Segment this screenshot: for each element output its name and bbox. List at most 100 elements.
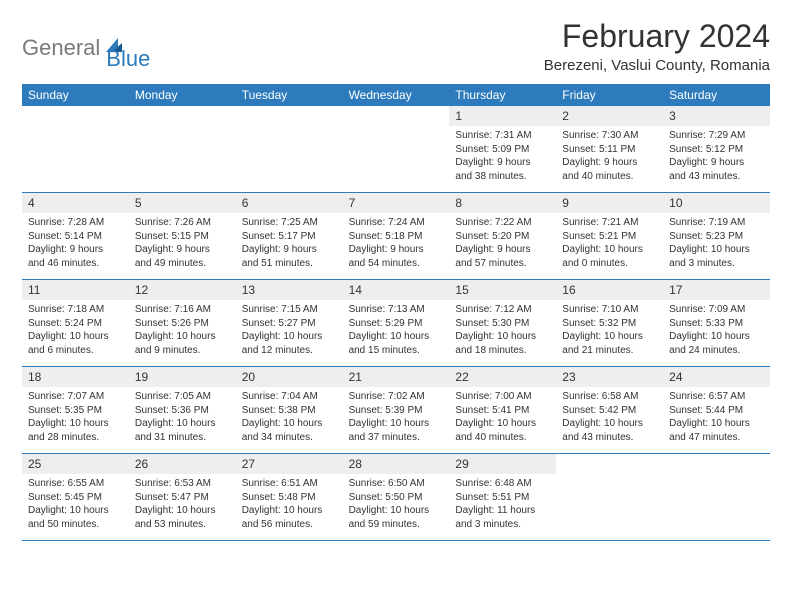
day-cell: 16Sunrise: 7:10 AMSunset: 5:32 PMDayligh… bbox=[556, 280, 663, 366]
day-number: 23 bbox=[556, 367, 663, 387]
day1-text: Daylight: 9 hours bbox=[562, 156, 657, 170]
day-cell: 22Sunrise: 7:00 AMSunset: 5:41 PMDayligh… bbox=[449, 367, 556, 453]
day2-text: and 6 minutes. bbox=[28, 344, 123, 358]
day-cell: 23Sunrise: 6:58 AMSunset: 5:42 PMDayligh… bbox=[556, 367, 663, 453]
empty-cell bbox=[129, 106, 236, 192]
day-number: 20 bbox=[236, 367, 343, 387]
sunset-text: Sunset: 5:38 PM bbox=[242, 404, 337, 418]
day2-text: and 21 minutes. bbox=[562, 344, 657, 358]
sunset-text: Sunset: 5:36 PM bbox=[135, 404, 230, 418]
weekday-saturday: Saturday bbox=[663, 84, 770, 106]
day2-text: and 43 minutes. bbox=[562, 431, 657, 445]
day-number: 26 bbox=[129, 454, 236, 474]
day1-text: Daylight: 10 hours bbox=[669, 243, 764, 257]
day-body: Sunrise: 7:02 AMSunset: 5:39 PMDaylight:… bbox=[343, 387, 450, 448]
sunrise-text: Sunrise: 6:58 AM bbox=[562, 390, 657, 404]
day-body: Sunrise: 6:50 AMSunset: 5:50 PMDaylight:… bbox=[343, 474, 450, 535]
day-cell: 3Sunrise: 7:29 AMSunset: 5:12 PMDaylight… bbox=[663, 106, 770, 192]
title-block: February 2024 Berezeni, Vaslui County, R… bbox=[544, 18, 770, 74]
sunrise-text: Sunrise: 7:12 AM bbox=[455, 303, 550, 317]
day1-text: Daylight: 10 hours bbox=[455, 417, 550, 431]
day-number: 1 bbox=[449, 106, 556, 126]
sunrise-text: Sunrise: 7:13 AM bbox=[349, 303, 444, 317]
day2-text: and 3 minutes. bbox=[455, 518, 550, 532]
day1-text: Daylight: 10 hours bbox=[455, 330, 550, 344]
day1-text: Daylight: 9 hours bbox=[135, 243, 230, 257]
sunset-text: Sunset: 5:45 PM bbox=[28, 491, 123, 505]
day-body: Sunrise: 6:57 AMSunset: 5:44 PMDaylight:… bbox=[663, 387, 770, 448]
sunset-text: Sunset: 5:29 PM bbox=[349, 317, 444, 331]
day2-text: and 34 minutes. bbox=[242, 431, 337, 445]
sunrise-text: Sunrise: 7:10 AM bbox=[562, 303, 657, 317]
sunrise-text: Sunrise: 6:53 AM bbox=[135, 477, 230, 491]
day-number: 21 bbox=[343, 367, 450, 387]
day-cell: 6Sunrise: 7:25 AMSunset: 5:17 PMDaylight… bbox=[236, 193, 343, 279]
day1-text: Daylight: 9 hours bbox=[349, 243, 444, 257]
day-body: Sunrise: 6:53 AMSunset: 5:47 PMDaylight:… bbox=[129, 474, 236, 535]
day2-text: and 9 minutes. bbox=[135, 344, 230, 358]
sunset-text: Sunset: 5:44 PM bbox=[669, 404, 764, 418]
sunset-text: Sunset: 5:17 PM bbox=[242, 230, 337, 244]
week-row: 25Sunrise: 6:55 AMSunset: 5:45 PMDayligh… bbox=[22, 454, 770, 541]
day-number: 10 bbox=[663, 193, 770, 213]
week-row: 4Sunrise: 7:28 AMSunset: 5:14 PMDaylight… bbox=[22, 193, 770, 280]
sunrise-text: Sunrise: 7:21 AM bbox=[562, 216, 657, 230]
sunrise-text: Sunrise: 7:26 AM bbox=[135, 216, 230, 230]
day-number: 29 bbox=[449, 454, 556, 474]
day-body: Sunrise: 7:12 AMSunset: 5:30 PMDaylight:… bbox=[449, 300, 556, 361]
day1-text: Daylight: 10 hours bbox=[242, 417, 337, 431]
day1-text: Daylight: 10 hours bbox=[562, 243, 657, 257]
day-body: Sunrise: 7:15 AMSunset: 5:27 PMDaylight:… bbox=[236, 300, 343, 361]
weeks-container: 1Sunrise: 7:31 AMSunset: 5:09 PMDaylight… bbox=[22, 106, 770, 541]
sunset-text: Sunset: 5:21 PM bbox=[562, 230, 657, 244]
day1-text: Daylight: 9 hours bbox=[28, 243, 123, 257]
sunrise-text: Sunrise: 7:05 AM bbox=[135, 390, 230, 404]
day2-text: and 57 minutes. bbox=[455, 257, 550, 271]
logo-text-general: General bbox=[22, 35, 100, 61]
weekday-wednesday: Wednesday bbox=[343, 84, 450, 106]
day2-text: and 46 minutes. bbox=[28, 257, 123, 271]
sunrise-text: Sunrise: 7:09 AM bbox=[669, 303, 764, 317]
day-number: 28 bbox=[343, 454, 450, 474]
sunrise-text: Sunrise: 6:55 AM bbox=[28, 477, 123, 491]
weekday-tuesday: Tuesday bbox=[236, 84, 343, 106]
day-number: 19 bbox=[129, 367, 236, 387]
day-cell: 8Sunrise: 7:22 AMSunset: 5:20 PMDaylight… bbox=[449, 193, 556, 279]
sunset-text: Sunset: 5:48 PM bbox=[242, 491, 337, 505]
day-cell: 14Sunrise: 7:13 AMSunset: 5:29 PMDayligh… bbox=[343, 280, 450, 366]
sunset-text: Sunset: 5:18 PM bbox=[349, 230, 444, 244]
day1-text: Daylight: 9 hours bbox=[669, 156, 764, 170]
day-cell: 17Sunrise: 7:09 AMSunset: 5:33 PMDayligh… bbox=[663, 280, 770, 366]
day-number: 14 bbox=[343, 280, 450, 300]
day1-text: Daylight: 10 hours bbox=[28, 330, 123, 344]
week-row: 1Sunrise: 7:31 AMSunset: 5:09 PMDaylight… bbox=[22, 106, 770, 193]
day-body: Sunrise: 7:09 AMSunset: 5:33 PMDaylight:… bbox=[663, 300, 770, 361]
day2-text: and 15 minutes. bbox=[349, 344, 444, 358]
day-body: Sunrise: 7:00 AMSunset: 5:41 PMDaylight:… bbox=[449, 387, 556, 448]
sunset-text: Sunset: 5:24 PM bbox=[28, 317, 123, 331]
day-cell: 13Sunrise: 7:15 AMSunset: 5:27 PMDayligh… bbox=[236, 280, 343, 366]
day-number: 11 bbox=[22, 280, 129, 300]
sunrise-text: Sunrise: 7:02 AM bbox=[349, 390, 444, 404]
day-body: Sunrise: 6:58 AMSunset: 5:42 PMDaylight:… bbox=[556, 387, 663, 448]
sunset-text: Sunset: 5:50 PM bbox=[349, 491, 444, 505]
sunrise-text: Sunrise: 7:29 AM bbox=[669, 129, 764, 143]
day2-text: and 43 minutes. bbox=[669, 170, 764, 184]
day-cell: 19Sunrise: 7:05 AMSunset: 5:36 PMDayligh… bbox=[129, 367, 236, 453]
day-cell: 29Sunrise: 6:48 AMSunset: 5:51 PMDayligh… bbox=[449, 454, 556, 540]
day2-text: and 3 minutes. bbox=[669, 257, 764, 271]
sunset-text: Sunset: 5:33 PM bbox=[669, 317, 764, 331]
day-cell: 15Sunrise: 7:12 AMSunset: 5:30 PMDayligh… bbox=[449, 280, 556, 366]
day2-text: and 59 minutes. bbox=[349, 518, 444, 532]
sunset-text: Sunset: 5:39 PM bbox=[349, 404, 444, 418]
sunrise-text: Sunrise: 7:04 AM bbox=[242, 390, 337, 404]
day1-text: Daylight: 9 hours bbox=[455, 243, 550, 257]
day-body: Sunrise: 7:18 AMSunset: 5:24 PMDaylight:… bbox=[22, 300, 129, 361]
sunrise-text: Sunrise: 7:24 AM bbox=[349, 216, 444, 230]
sunrise-text: Sunrise: 6:57 AM bbox=[669, 390, 764, 404]
day2-text: and 56 minutes. bbox=[242, 518, 337, 532]
day1-text: Daylight: 10 hours bbox=[135, 330, 230, 344]
sunset-text: Sunset: 5:41 PM bbox=[455, 404, 550, 418]
empty-cell bbox=[22, 106, 129, 192]
day-number: 7 bbox=[343, 193, 450, 213]
